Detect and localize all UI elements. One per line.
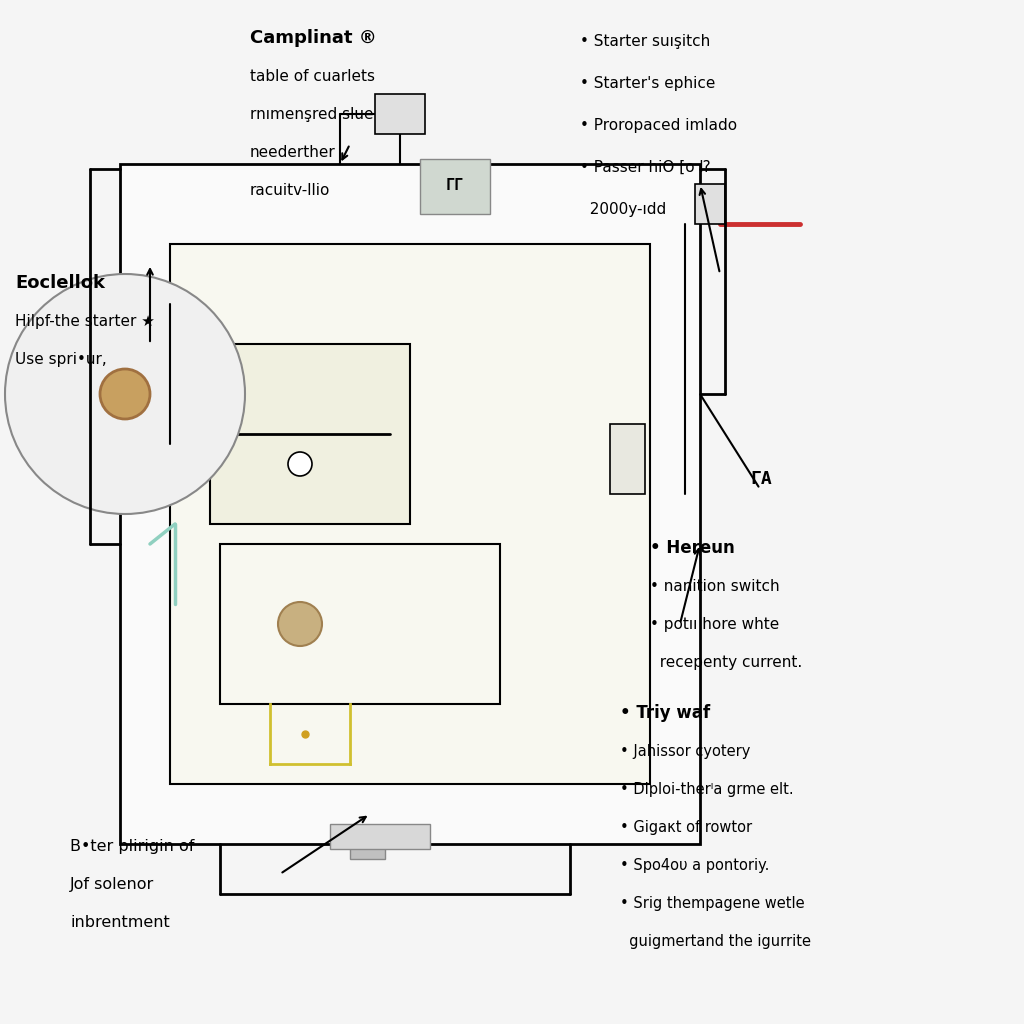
Bar bbox=[350, 844, 385, 859]
Bar bbox=[330, 824, 430, 849]
Text: • Starter's ephice: • Starter's ephice bbox=[580, 76, 716, 91]
Text: • Starter suışitch: • Starter suışitch bbox=[580, 34, 711, 49]
Text: Use spri•ur,: Use spri•ur, bbox=[15, 352, 106, 367]
Bar bbox=[120, 164, 700, 844]
Text: Camplinat ®: Camplinat ® bbox=[250, 29, 377, 47]
Text: • Spo4oυ a pontoriy.: • Spo4oυ a pontoriy. bbox=[620, 858, 769, 873]
Bar bbox=[420, 159, 490, 214]
Text: • Gigaκt of rowtor: • Gigaκt of rowtor bbox=[620, 820, 752, 835]
Circle shape bbox=[278, 602, 322, 646]
Text: • Proropaced imlado: • Proropaced imlado bbox=[580, 118, 737, 133]
Text: 2000y-ıdd: 2000y-ıdd bbox=[580, 202, 667, 217]
Text: • nanition switch: • nanition switch bbox=[650, 579, 779, 594]
Text: racuitv-llio: racuitv-llio bbox=[250, 183, 331, 198]
Text: table of cuarlets: table of cuarlets bbox=[250, 69, 375, 84]
Text: • Srig thempagene wetle: • Srig thempagene wetle bbox=[620, 896, 805, 911]
Text: inbrentment: inbrentment bbox=[70, 915, 170, 930]
Bar bbox=[170, 244, 650, 784]
Bar bbox=[375, 94, 425, 134]
Bar bbox=[220, 544, 500, 705]
Text: B•ter plirigin of: B•ter plirigin of bbox=[70, 839, 195, 854]
Circle shape bbox=[288, 452, 312, 476]
Text: guigmertand the igurrite: guigmertand the igurrite bbox=[620, 934, 811, 949]
Text: • Passer hiO [o ⁉: • Passer hiO [o ⁉ bbox=[580, 160, 711, 175]
Text: recepenty current.: recepenty current. bbox=[650, 655, 802, 670]
Text: • potıı hore whte: • potıı hore whte bbox=[650, 617, 779, 632]
Text: • Jahissor cyotery: • Jahissor cyotery bbox=[620, 744, 751, 759]
Bar bbox=[695, 184, 725, 224]
Circle shape bbox=[5, 274, 245, 514]
Text: ΓΓ: ΓΓ bbox=[445, 178, 464, 194]
Text: • Diploi-therᴵa grme elt.: • Diploi-therᴵa grme elt. bbox=[620, 782, 794, 797]
Text: neederther: neederther bbox=[250, 145, 336, 160]
Text: • Triy waf: • Triy waf bbox=[620, 705, 710, 722]
Text: rnımenşred slue: rnımenşred slue bbox=[250, 106, 374, 122]
Text: Eoclellok: Eoclellok bbox=[15, 274, 105, 292]
Text: • Hereun: • Hereun bbox=[650, 539, 735, 557]
Circle shape bbox=[100, 369, 150, 419]
Text: ΓΑ: ΓΑ bbox=[750, 470, 772, 488]
Bar bbox=[610, 424, 645, 494]
Text: Jof solenor: Jof solenor bbox=[70, 877, 155, 892]
Text: Hilpf-the starter ★: Hilpf-the starter ★ bbox=[15, 314, 155, 329]
Bar bbox=[210, 344, 410, 524]
